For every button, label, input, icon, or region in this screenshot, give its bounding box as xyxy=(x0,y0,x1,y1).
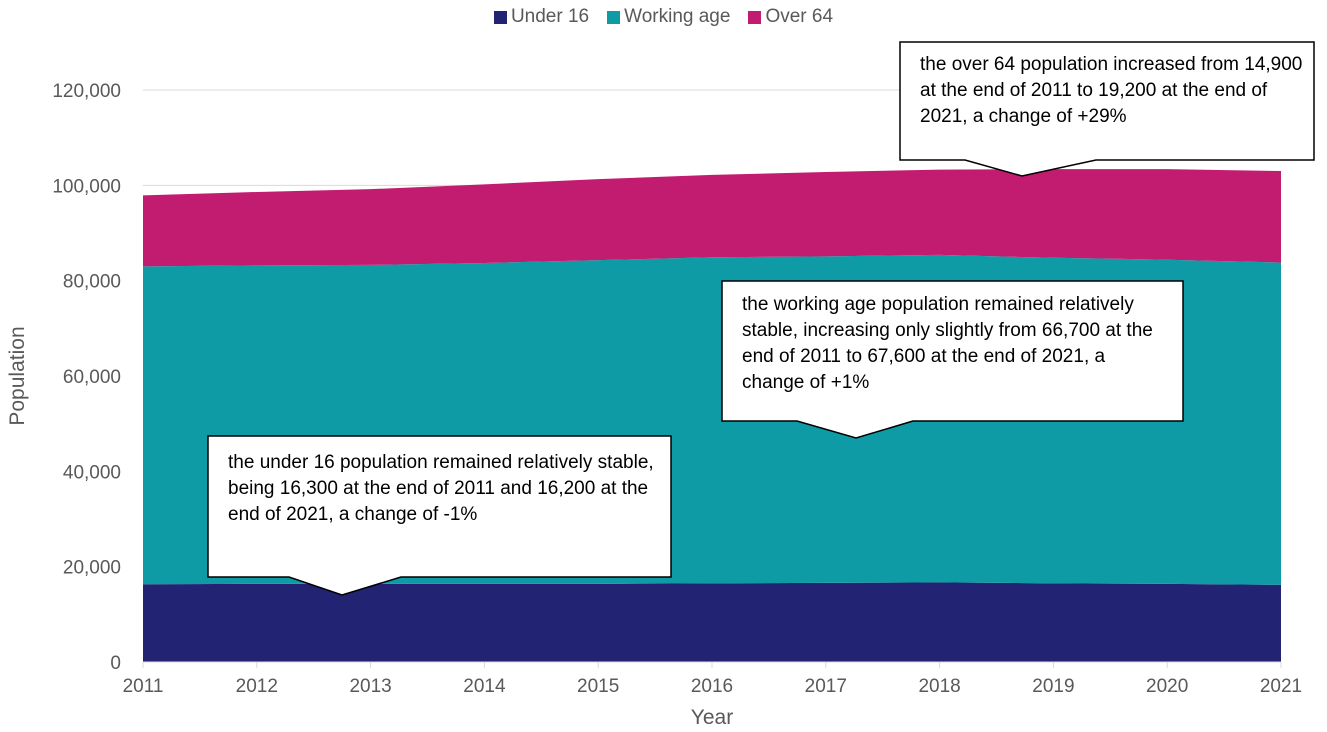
x-tick-label: 2016 xyxy=(691,676,733,697)
area-over-64 xyxy=(143,169,1281,267)
callout-working-age-shape xyxy=(721,280,1184,439)
x-tick-label: 2020 xyxy=(1146,676,1188,697)
legend-label-working-age: Working age xyxy=(624,6,731,27)
callout-over-64-shape xyxy=(899,41,1315,177)
y-tick-label: 80,000 xyxy=(63,272,121,293)
x-tick-label: 2013 xyxy=(349,676,391,697)
legend-swatch-over-64 xyxy=(748,10,762,24)
area-under-16 xyxy=(143,582,1281,662)
x-axis-ticks: 2011 2012 2013 2014 2015 2016 2017 2018 2019 2020… xyxy=(123,661,1302,697)
y-tick-label: 40,000 xyxy=(63,462,121,483)
legend-swatch-working-age xyxy=(607,10,621,24)
y-tick-label: 100,000 xyxy=(52,176,121,197)
y-tick-label: 120,000 xyxy=(52,81,121,102)
y-tick-label: 20,000 xyxy=(63,558,121,579)
x-axis-title: Year xyxy=(691,706,733,729)
x-tick-label: 2014 xyxy=(463,676,506,697)
x-tick-label: 2017 xyxy=(805,676,847,697)
x-tick-label: 2019 xyxy=(1032,676,1074,697)
callout-under-16-shape xyxy=(207,435,672,596)
legend-swatch-under-16 xyxy=(493,10,507,24)
callout-working-age-text: the working age population remained rela… xyxy=(742,294,1153,393)
legend-item-over-64: Over 64 xyxy=(748,6,833,28)
x-tick-label: 2012 xyxy=(236,676,278,697)
callout-shapes xyxy=(207,41,1315,596)
legend-item-under-16: Under 16 xyxy=(493,6,590,28)
callout-over-64-text: the over 64 population increased from 14… xyxy=(920,54,1303,127)
x-tick-label: 2018 xyxy=(918,676,960,697)
legend-label-under-16: Under 16 xyxy=(510,6,590,27)
chart-legend: Under 16 Working age Over 64 xyxy=(0,6,1327,28)
x-tick-label: 2011 xyxy=(123,676,164,697)
y-axis-title: Population xyxy=(6,326,29,425)
legend-label-over-64: Over 64 xyxy=(765,6,834,27)
legend-item-working-age: Working age xyxy=(607,6,730,28)
y-axis-ticks: 0 20,000 40,000 60,000 80,000 100,000 120,000 xyxy=(52,81,121,674)
x-tick-label: 2021 xyxy=(1260,676,1302,697)
y-tick-label: 60,000 xyxy=(63,367,121,388)
x-tick-label: 2015 xyxy=(577,676,619,697)
y-tick-label: 0 xyxy=(110,653,121,674)
callout-under-16-text: the under 16 population remained relativ… xyxy=(228,452,654,525)
